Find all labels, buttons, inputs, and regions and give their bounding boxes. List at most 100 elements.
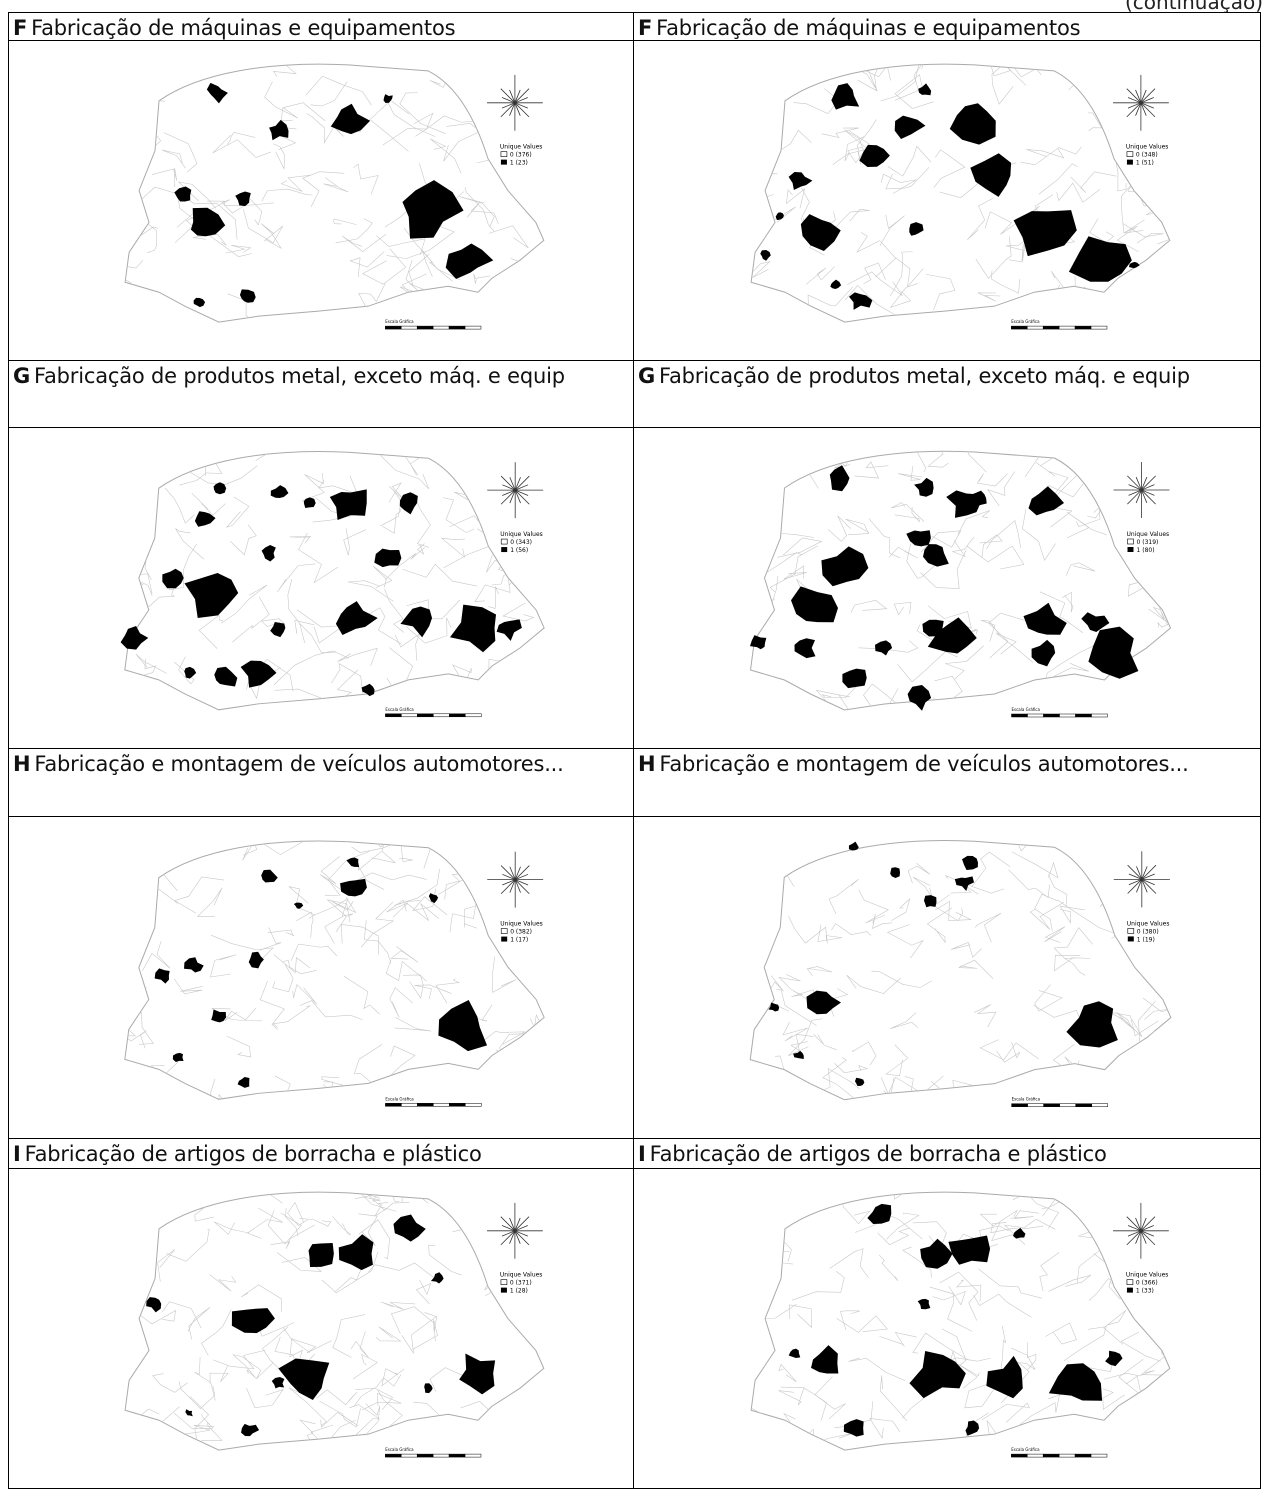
compass bbox=[487, 852, 543, 908]
scale-segment bbox=[433, 326, 449, 329]
scale-segment bbox=[1075, 1454, 1091, 1457]
legend-swatch bbox=[501, 152, 507, 157]
map: Unique Values0 (371)1 (28)Escala Gráfica bbox=[9, 1169, 633, 1488]
border-line bbox=[1153, 449, 1179, 467]
border-line bbox=[1150, 1210, 1167, 1256]
border-line bbox=[1038, 308, 1084, 328]
border-line bbox=[1125, 1192, 1148, 1211]
scale-label: Escala Gráfica bbox=[385, 1447, 414, 1452]
scale-segment bbox=[1044, 1104, 1060, 1107]
border-line bbox=[743, 1228, 782, 1245]
border-line bbox=[464, 86, 531, 114]
scale-segment bbox=[1027, 326, 1043, 329]
scale-segment bbox=[417, 326, 433, 329]
border-line bbox=[1082, 848, 1143, 863]
border-line bbox=[762, 53, 788, 88]
border-line bbox=[529, 177, 560, 197]
scale-segment bbox=[433, 1454, 449, 1457]
border-line bbox=[540, 960, 569, 979]
compass-ray bbox=[1127, 1231, 1141, 1245]
border-line bbox=[99, 637, 126, 650]
section-title: Fabricação de máquinas e equipamentos bbox=[656, 16, 1080, 40]
border-line bbox=[1090, 460, 1159, 487]
border-line bbox=[496, 274, 545, 301]
border-line bbox=[472, 291, 540, 311]
border-line bbox=[750, 525, 771, 561]
border-line bbox=[87, 833, 119, 853]
scale-segment bbox=[1092, 1104, 1108, 1107]
scale-segment bbox=[433, 1103, 449, 1106]
border-line bbox=[471, 41, 523, 76]
legend-title: Unique Values bbox=[500, 531, 543, 538]
compass-ray bbox=[515, 1231, 529, 1245]
compass-ray bbox=[515, 1217, 529, 1231]
border-line bbox=[746, 817, 784, 839]
map-cell: Unique Values0 (366)1 (33)Escala Gráfica bbox=[634, 1169, 1261, 1489]
compass-ray bbox=[1142, 879, 1156, 893]
border-line bbox=[1149, 495, 1186, 533]
border-line bbox=[499, 1082, 519, 1111]
border-line bbox=[83, 62, 135, 97]
border-line bbox=[989, 1435, 1013, 1450]
scale-segment bbox=[465, 714, 481, 717]
legend-swatch bbox=[501, 1280, 507, 1285]
scale-label: Escala Gráfica bbox=[385, 707, 414, 712]
section-letter: F bbox=[638, 16, 652, 40]
border-line bbox=[745, 1062, 774, 1088]
border-line bbox=[1069, 685, 1121, 700]
map-cell: Unique Values0 (376)1 (23)Escala Gráfica bbox=[9, 41, 634, 361]
state-outline bbox=[751, 1192, 1170, 1450]
scale-segment bbox=[465, 1103, 481, 1106]
border-line bbox=[107, 930, 127, 950]
scale-segment bbox=[401, 1454, 417, 1457]
border-line bbox=[1034, 1090, 1058, 1125]
border-line bbox=[1091, 428, 1123, 484]
border-line bbox=[785, 1169, 834, 1195]
cell-header: IFabricação de artigos de borracha e plá… bbox=[634, 1139, 1261, 1169]
border-line bbox=[746, 135, 780, 153]
border-line bbox=[118, 522, 149, 560]
border-line bbox=[423, 308, 467, 341]
border-line bbox=[1161, 564, 1182, 579]
scale-segment bbox=[1091, 1454, 1107, 1457]
scale-segment bbox=[385, 1454, 401, 1457]
municipality bbox=[849, 842, 859, 851]
compass bbox=[487, 1203, 543, 1259]
compass-ray bbox=[515, 103, 529, 117]
compass-ray bbox=[501, 866, 515, 880]
legend-label: 1 (28) bbox=[510, 1288, 528, 1295]
border-line bbox=[180, 434, 201, 464]
border-line bbox=[1165, 662, 1215, 685]
legend-label: 0 (319) bbox=[1137, 539, 1159, 546]
map-cell: Unique Values0 (371)1 (28)Escala Gráfica bbox=[9, 1169, 634, 1489]
border-line bbox=[486, 1203, 515, 1232]
state-outline bbox=[751, 64, 1170, 322]
legend-label: 1 (80) bbox=[1137, 547, 1155, 554]
scale-segment bbox=[465, 326, 481, 329]
legend-label: 0 (348) bbox=[1136, 152, 1158, 159]
scale-label: Escala Gráfica bbox=[1012, 707, 1041, 712]
border-line bbox=[94, 589, 122, 607]
scale-segment bbox=[1027, 1454, 1043, 1457]
legend-title: Unique Values bbox=[500, 921, 543, 928]
legend-label: 1 (19) bbox=[1137, 936, 1155, 943]
scale-segment bbox=[1075, 326, 1091, 329]
legend-title: Unique Values bbox=[1126, 1272, 1168, 1279]
section-letter: G bbox=[13, 364, 30, 388]
compass-ray bbox=[1141, 89, 1155, 103]
municipality bbox=[309, 1243, 334, 1267]
border-line bbox=[117, 891, 149, 900]
map: Unique Values0 (343)1 (56)Escala Gráfica bbox=[9, 428, 633, 748]
border-line bbox=[461, 88, 509, 109]
border-line bbox=[107, 1233, 136, 1242]
municipality bbox=[924, 895, 937, 907]
border-line bbox=[780, 466, 803, 479]
legend-swatch bbox=[501, 1288, 507, 1293]
legend-swatch bbox=[1128, 928, 1134, 933]
border-line bbox=[803, 829, 835, 847]
scale-segment bbox=[449, 714, 465, 717]
compass bbox=[1113, 75, 1169, 131]
cell-header: HFabricação e montagem de veículos autom… bbox=[634, 749, 1261, 817]
scale-segment bbox=[1011, 1454, 1027, 1457]
border-line bbox=[769, 470, 790, 479]
